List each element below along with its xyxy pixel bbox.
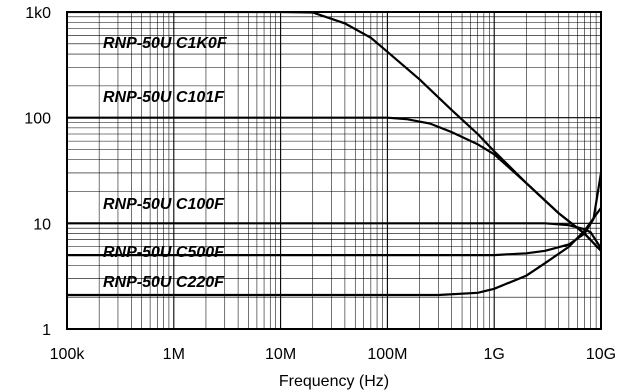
plot-frame — [66, 11, 602, 330]
series-label: RNP-50U C101F — [103, 89, 225, 106]
y-tick-labels: 1 10 100 1k0 — [24, 5, 51, 339]
x-tick-label: 1G — [484, 346, 505, 363]
series-line-3 — [67, 222, 601, 249]
series-label: RNP-50U C1K0F — [103, 35, 228, 52]
series-label: RNP-50U C100F — [103, 196, 225, 213]
x-tick-label: 1M — [163, 346, 185, 363]
series-lines — [67, 12, 601, 297]
series-label: RNP-50U C500F — [103, 244, 225, 261]
y-tick-label: 10 — [33, 216, 51, 233]
x-tick-label: 10M — [265, 346, 296, 363]
series-labels: RNP-50U C1K0F RNP-50U C101F RNP-50U C100F R… — [103, 35, 228, 291]
series-line-4 — [67, 172, 601, 257]
x-tick-label: 100k — [50, 346, 86, 363]
x-tick-labels: 100k 1M 10M 100M 1G 10G — [50, 346, 616, 363]
series-label: RNP-50U C220F — [103, 274, 225, 291]
y-tick-label: 1 — [42, 322, 51, 339]
series-line-2 — [67, 116, 601, 252]
series-line-5 — [67, 207, 601, 297]
y-tick-label: 1k0 — [25, 5, 51, 22]
y-tick-label: 100 — [24, 111, 51, 128]
x-tick-label: 10G — [586, 346, 616, 363]
x-tick-label: 100M — [367, 346, 407, 363]
x-axis-title: Frequency (Hz) — [279, 373, 389, 390]
